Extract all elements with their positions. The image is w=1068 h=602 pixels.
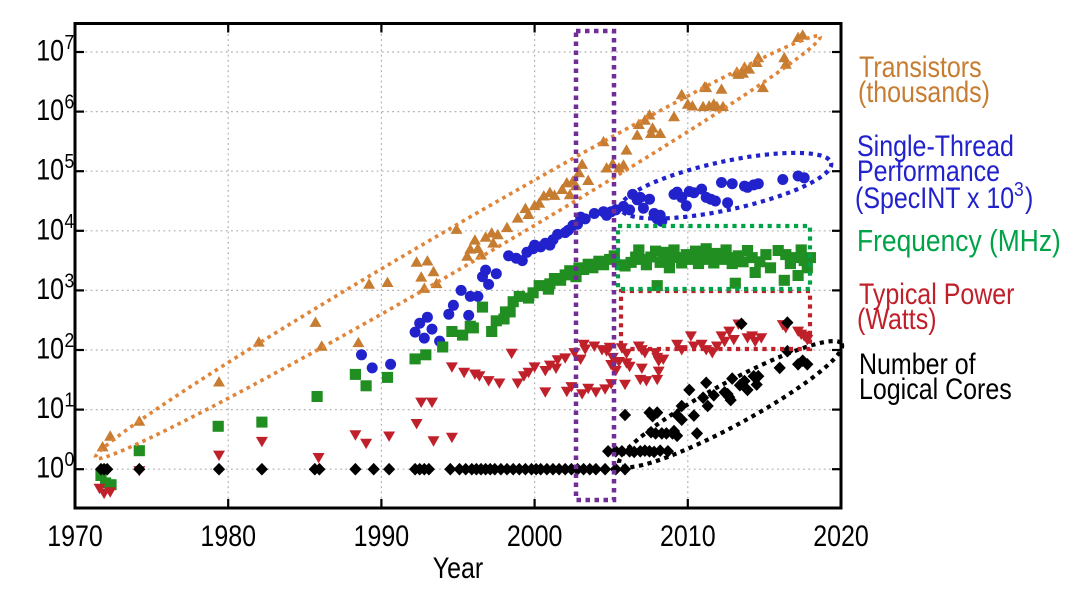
svg-text:10: 10 xyxy=(36,391,64,424)
svg-text:6: 6 xyxy=(65,91,75,114)
svg-text:2000: 2000 xyxy=(507,519,563,552)
svg-text:5: 5 xyxy=(65,151,75,174)
svg-text:Number of: Number of xyxy=(859,347,976,380)
svg-text:10: 10 xyxy=(36,34,64,67)
svg-text:Performance: Performance xyxy=(857,154,1000,187)
svg-text:(thousands): (thousands) xyxy=(858,75,990,108)
svg-text:Logical Cores: Logical Cores xyxy=(859,372,1012,405)
svg-text:): ) xyxy=(1025,181,1033,214)
svg-text:3: 3 xyxy=(65,270,75,293)
svg-text:Transistors: Transistors xyxy=(859,50,982,83)
svg-text:Single-Thread: Single-Thread xyxy=(857,129,1014,162)
svg-text:10: 10 xyxy=(36,153,64,186)
svg-text:10: 10 xyxy=(36,451,64,484)
svg-text:10: 10 xyxy=(36,272,64,305)
svg-text:10: 10 xyxy=(36,93,64,126)
svg-text:Frequency (MHz): Frequency (MHz) xyxy=(857,224,1061,258)
svg-text:1: 1 xyxy=(65,389,75,412)
svg-text:7: 7 xyxy=(65,32,75,55)
svg-text:3: 3 xyxy=(1014,179,1024,202)
svg-text:1990: 1990 xyxy=(354,519,410,552)
svg-text:Typical Power: Typical Power xyxy=(859,277,1014,310)
svg-text:10: 10 xyxy=(36,212,64,245)
svg-text:2: 2 xyxy=(65,330,75,353)
svg-text:2020: 2020 xyxy=(813,519,869,552)
svg-text:4: 4 xyxy=(65,211,75,234)
svg-text:2010: 2010 xyxy=(660,519,716,552)
svg-text:(Watts): (Watts) xyxy=(857,302,937,335)
svg-text:1980: 1980 xyxy=(200,519,256,552)
svg-text:(SpecINT x 10: (SpecINT x 10 xyxy=(855,181,1014,214)
svg-text:10: 10 xyxy=(36,332,64,365)
svg-text:1970: 1970 xyxy=(47,519,103,552)
svg-text:Year: Year xyxy=(433,551,483,584)
svg-text:0: 0 xyxy=(65,449,75,472)
